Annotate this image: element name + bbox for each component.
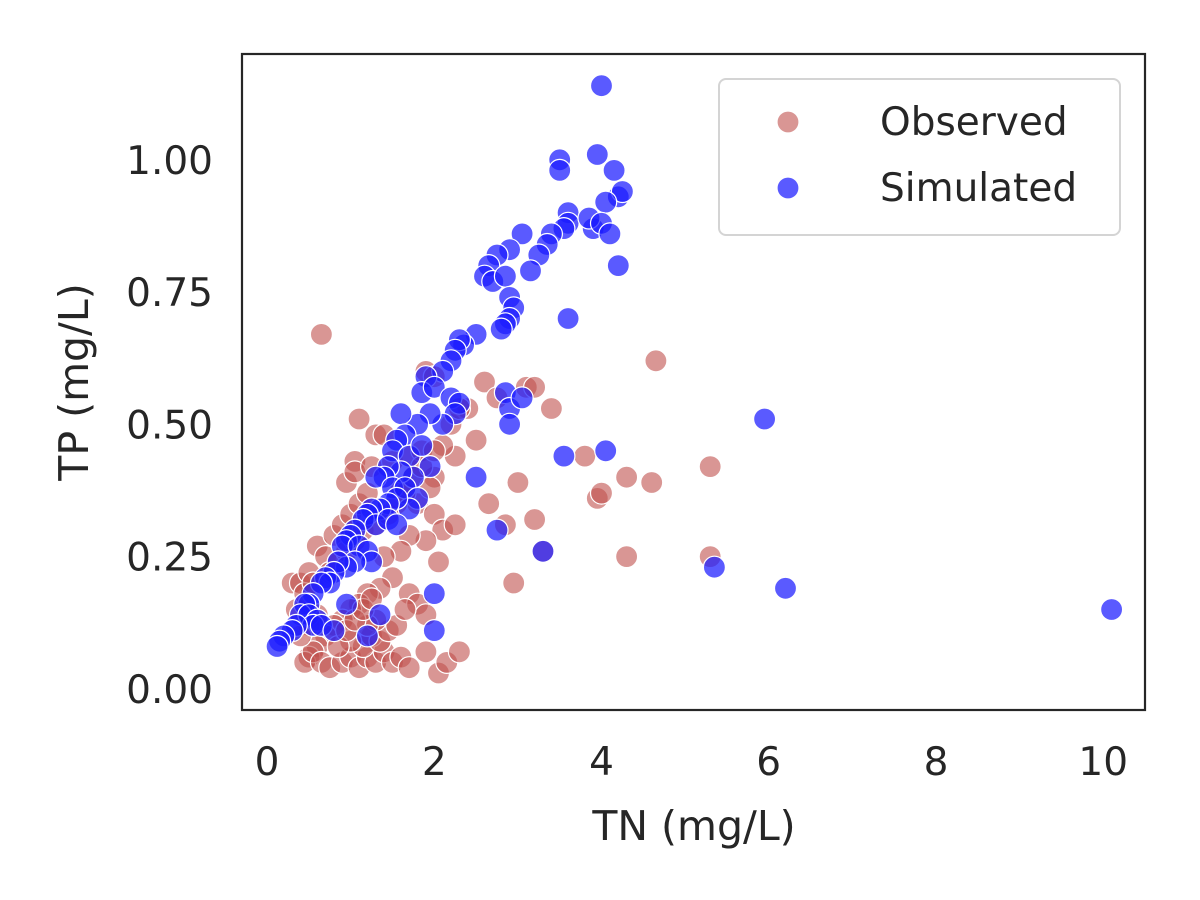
data-point-simulated: [464, 465, 488, 489]
plot-frame: [240, 52, 1147, 712]
x-tick-label: 2: [422, 740, 447, 785]
data-point-simulated: [410, 433, 434, 458]
series-simulated: [265, 74, 1124, 659]
data-point-observed: [443, 513, 467, 537]
x-tick-label: 6: [756, 740, 781, 785]
data-point-simulated: [548, 158, 572, 182]
x-tick-label: 0: [255, 740, 280, 785]
data-point-observed: [698, 455, 722, 479]
data-point-simulated: [422, 618, 446, 643]
y-tick-label: 0.25: [126, 536, 213, 581]
x-axis-label: TN (mg/L): [591, 802, 795, 850]
data-point-observed: [447, 640, 471, 664]
data-point-observed: [397, 656, 421, 680]
data-point-simulated: [598, 222, 622, 246]
data-point-observed: [347, 407, 371, 431]
data-point-simulated: [518, 259, 543, 283]
y-tick-label: 1.00: [126, 139, 213, 184]
legend-label-observed: Observed: [880, 100, 1068, 145]
x-tick-labels: 0 2 4 6 8 10: [255, 740, 1128, 785]
data-point-observed: [477, 492, 501, 516]
data-point-observed: [614, 544, 639, 569]
y-tick-label: 0.00: [126, 668, 213, 713]
data-point-simulated: [510, 386, 534, 410]
data-point-simulated: [265, 634, 289, 659]
data-point-simulated: [385, 513, 409, 537]
data-point-simulated: [606, 254, 630, 278]
data-point-simulated: [418, 455, 442, 479]
data-point-observed: [539, 396, 564, 421]
data-point-simulated: [355, 624, 379, 648]
y-tick-label: 0.50: [126, 403, 213, 448]
data-point-observed: [414, 640, 438, 664]
data-point-observed: [522, 507, 547, 532]
legend-marker-observed: [776, 110, 800, 134]
data-point-simulated: [422, 581, 446, 606]
data-point-simulated: [322, 618, 346, 643]
data-point-simulated: [493, 264, 517, 288]
data-point-simulated: [368, 603, 392, 627]
data-point-simulated: [510, 222, 534, 246]
data-point-observed: [472, 370, 497, 394]
data-point-simulated: [773, 576, 798, 600]
data-point-observed: [573, 444, 597, 468]
data-point-observed: [464, 428, 488, 452]
data-point-observed: [614, 465, 639, 489]
data-point-simulated: [498, 412, 522, 436]
x-tick-label: 4: [589, 740, 614, 785]
data-point-observed: [393, 597, 417, 622]
y-axis-label: TP (mg/L): [50, 283, 98, 481]
data-point-simulated: [422, 375, 446, 399]
data-point-observed: [502, 571, 526, 595]
data-point-simulated: [610, 179, 635, 204]
data-point-simulated: [594, 190, 618, 214]
data-point-observed: [640, 470, 664, 495]
x-tick-label: 8: [924, 740, 949, 785]
data-point-simulated: [702, 555, 727, 579]
data-point-observed: [309, 322, 333, 346]
data-point-simulated: [485, 518, 509, 542]
legend-box: [718, 78, 1121, 236]
data-point-simulated: [589, 74, 614, 98]
data-point-simulated: [556, 306, 580, 331]
data-point-simulated: [489, 317, 513, 341]
y-tick-labels: 0.00 0.25 0.50 0.75 1.00: [126, 139, 213, 713]
data-point-simulated: [364, 465, 388, 489]
legend-marker-simulated: [776, 176, 800, 200]
points-layer: [265, 74, 1124, 685]
data-point-simulated: [389, 402, 413, 426]
data-point-simulated: [334, 592, 359, 616]
data-point-simulated: [585, 142, 609, 167]
data-point-observed: [644, 349, 668, 373]
data-point-simulated: [1099, 597, 1124, 622]
data-point-simulated: [602, 158, 626, 182]
data-point-simulated: [552, 444, 576, 468]
y-tick-label: 0.75: [126, 271, 213, 316]
data-point-observed: [426, 550, 451, 574]
x-tick-label: 10: [1078, 740, 1128, 785]
data-point-simulated: [531, 539, 555, 563]
data-point-observed: [506, 470, 530, 495]
data-point-observed: [589, 481, 614, 505]
data-point-simulated: [752, 407, 777, 431]
data-point-simulated: [594, 439, 618, 463]
legend: Observed Simulated: [718, 78, 1121, 236]
legend-label-simulated: Simulated: [880, 166, 1077, 211]
